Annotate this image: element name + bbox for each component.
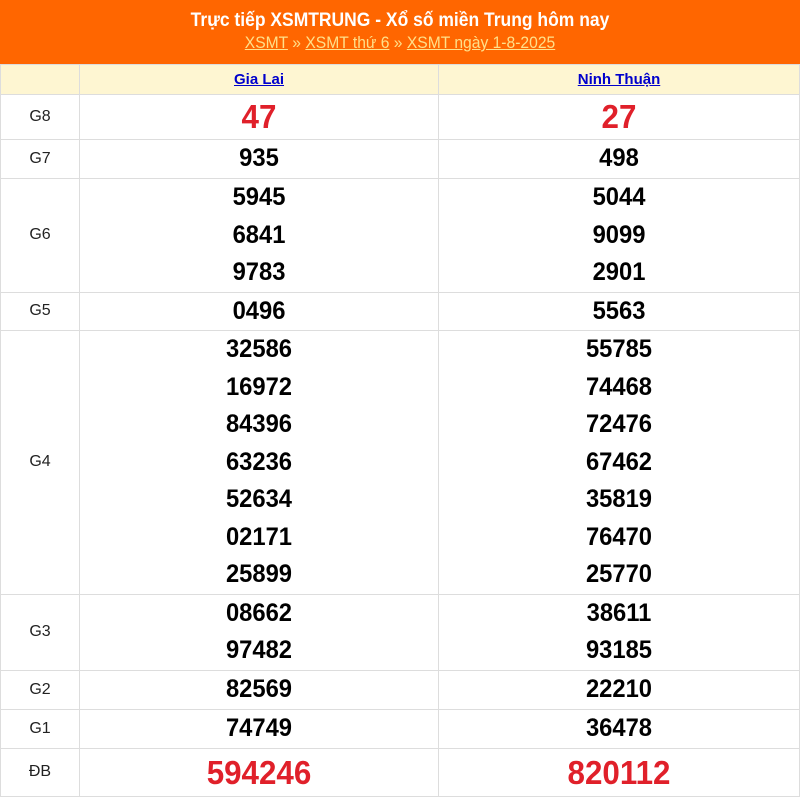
prize-number: 74749	[225, 713, 293, 742]
breadcrumb-xsmt[interactable]: XSMT	[244, 33, 288, 52]
prize-row-g8: G8 47 27	[0, 94, 800, 140]
prize-cell: 82569	[79, 669, 439, 710]
breadcrumb-xsmt-friday[interactable]: XSMT thứ 6	[305, 33, 390, 52]
prize-cell: 594246	[79, 747, 439, 797]
prize-number: 27	[601, 98, 637, 135]
prize-label: ĐB	[0, 747, 80, 797]
prize-number: 22210	[585, 674, 653, 703]
prize-number: 52634	[225, 485, 293, 513]
prize-number: 55785	[585, 335, 653, 363]
prize-row-g3: G3 08662 97482 38611 93185	[0, 593, 800, 671]
prize-number: 25770	[585, 560, 653, 588]
prize-number: 47	[241, 98, 277, 135]
page-title: Trực tiếp XSMTRUNG - Xổ số miền Trung hô…	[190, 10, 610, 31]
prize-label: G2	[0, 669, 80, 710]
prize-number: 38611	[586, 598, 652, 627]
prize-number: 35819	[585, 485, 653, 513]
prize-cell: 27	[438, 94, 800, 140]
prize-cell: 5945 6841 9783	[79, 178, 439, 293]
prize-cell: 5563	[438, 291, 800, 331]
prize-cell: 74749	[79, 708, 439, 749]
prize-number: 63236	[225, 447, 293, 476]
province-header: Gia Lai	[79, 64, 439, 95]
prize-number: 5945	[232, 183, 286, 211]
prize-cell: 38611 93185	[438, 593, 800, 671]
prize-row-g6: G6 5945 6841 9783 5044 9099 2901	[0, 178, 800, 293]
prize-label: G1	[0, 708, 80, 749]
prize-cell: 32586 16972 84396 63236 52634 02171 25899	[79, 330, 439, 595]
prize-column-header	[0, 64, 80, 95]
prize-number: 5044	[592, 183, 646, 211]
breadcrumb-separator: »	[393, 33, 403, 52]
breadcrumb-xsmt-date[interactable]: XSMT ngày 1-8-2025	[406, 33, 556, 52]
prize-number: 76470	[585, 522, 653, 551]
prize-label: G8	[0, 94, 80, 140]
prize-number: 97482	[225, 636, 293, 664]
prize-number: 2901	[592, 258, 646, 286]
prize-number: 820112	[567, 753, 671, 791]
prize-cell: 55785 74468 72476 67462 35819 76470 25770	[438, 330, 800, 595]
prize-number: 5563	[592, 296, 646, 325]
prize-number: 93185	[585, 636, 653, 664]
prize-number: 9099	[592, 220, 646, 249]
prize-cell: 498	[438, 139, 800, 179]
prize-number: 36478	[585, 713, 653, 742]
prize-label: G5	[0, 291, 80, 331]
prize-number: 08662	[225, 598, 293, 627]
results-table: Gia Lai Ninh Thuận G8 47 27 G7 935 498 G6 5945 6…	[0, 64, 800, 797]
prize-number: 25899	[225, 560, 293, 588]
prize-number: 02171	[225, 522, 293, 551]
prize-cell: 5044 9099 2901	[438, 178, 800, 293]
province-header: Ninh Thuận	[438, 64, 800, 95]
breadcrumb: XSMT » XSMT thứ 6 » XSMT ngày 1-8-2025	[32, 32, 768, 54]
prize-row-g2: G2 82569 22210	[0, 669, 800, 710]
prize-row-g1: G1 74749 36478	[0, 708, 800, 749]
prize-number: 32586	[225, 335, 293, 363]
province-link-ninh-thuan[interactable]: Ninh Thuận	[577, 71, 661, 88]
prize-number: 74468	[585, 372, 653, 401]
prize-number: 72476	[585, 410, 653, 438]
prize-cell: 22210	[438, 669, 800, 710]
prize-label: G6	[0, 178, 80, 293]
prize-number: 594246	[206, 753, 312, 791]
prize-row-g4: G4 32586 16972 84396 63236 52634 02171 25899 557…	[0, 330, 800, 595]
prize-number: 82569	[225, 674, 293, 703]
prize-number: 6841	[232, 220, 286, 249]
prize-number: 16972	[225, 372, 293, 401]
prize-number: 67462	[585, 447, 653, 476]
prize-number: 0496	[232, 296, 286, 325]
prize-row-g7: G7 935 498	[0, 139, 800, 179]
prize-number: 84396	[225, 410, 293, 438]
province-header-row: Gia Lai Ninh Thuận	[0, 64, 800, 95]
prize-cell: 820112	[438, 747, 800, 797]
prize-row-đb: ĐB 594246 820112	[0, 747, 800, 797]
prize-number: 498	[599, 144, 639, 173]
results-header: Trực tiếp XSMTRUNG - Xổ số miền Trung hô…	[0, 0, 800, 64]
prize-label: G7	[0, 139, 80, 179]
prize-cell: 08662 97482	[79, 593, 439, 671]
breadcrumb-separator: »	[292, 33, 301, 52]
prize-cell: 36478	[438, 708, 800, 749]
prize-cell: 935	[79, 139, 439, 179]
prize-row-g5: G5 0496 5563	[0, 291, 800, 331]
prize-number: 9783	[232, 258, 286, 286]
province-link-gia-lai[interactable]: Gia Lai	[233, 71, 285, 88]
prize-number: 935	[239, 144, 279, 173]
prize-label: G4	[0, 330, 80, 595]
prize-cell: 0496	[79, 291, 439, 331]
prize-label: G3	[0, 593, 80, 671]
prize-cell: 47	[79, 94, 439, 140]
